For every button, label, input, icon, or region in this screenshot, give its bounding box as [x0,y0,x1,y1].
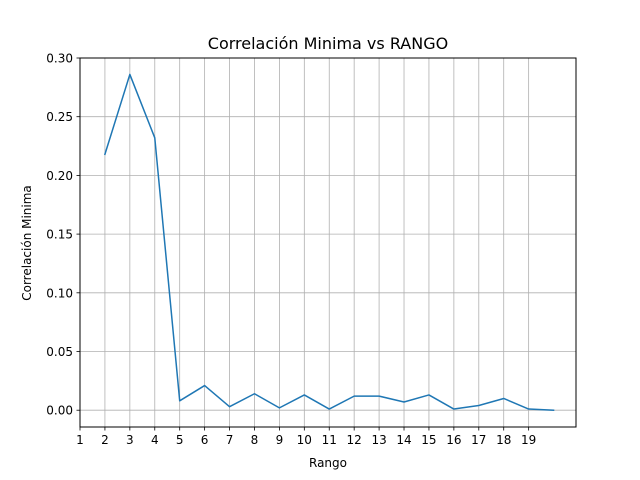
x-tick-label: 14 [396,433,411,447]
x-tick-label: 10 [297,433,312,447]
x-tick-label: 19 [521,433,536,447]
x-tick-label: 15 [421,433,436,447]
y-tick-label: 0.00 [46,404,73,418]
y-tick-label: 0.25 [46,110,73,124]
x-tick-label: 12 [347,433,362,447]
y-tick-label: 0.10 [46,286,73,300]
x-tick-label: 17 [471,433,486,447]
chart-title: Correlación Minima vs RANGO [208,34,448,53]
x-tick-label: 2 [101,433,109,447]
y-tick-label: 0.05 [46,345,73,359]
ticks: 1 2 3 4 5 6 7 8 9 10 11 12 13 14 15 16 17 18 190.000.050.1… [46,52,536,448]
plot-frame [79,57,577,428]
grid [79,57,576,427]
x-tick-label: 16 [446,433,461,447]
x-tick-label: 3 [126,433,134,447]
x-tick-label: 9 [276,433,284,447]
x-tick-label: 8 [251,433,259,447]
x-tick-label: 5 [176,433,184,447]
x-tick-label: 18 [496,433,511,447]
y-tick-label: 0.30 [46,52,73,66]
y-tick-label: 0.20 [46,169,73,183]
x-tick-label: 1 [76,433,84,447]
series-line [103,73,555,411]
x-tick-label: 6 [201,433,209,447]
x-tick-label: 13 [371,433,386,447]
x-tick-label: 4 [151,433,159,447]
x-tick-label: 7 [226,433,234,447]
y-tick-label: 0.15 [46,228,73,242]
y-axis-label: Correlación Minima [20,185,34,301]
x-tick-label: 11 [322,433,337,447]
x-axis-label: Rango [309,456,347,470]
series-layer [103,73,555,411]
